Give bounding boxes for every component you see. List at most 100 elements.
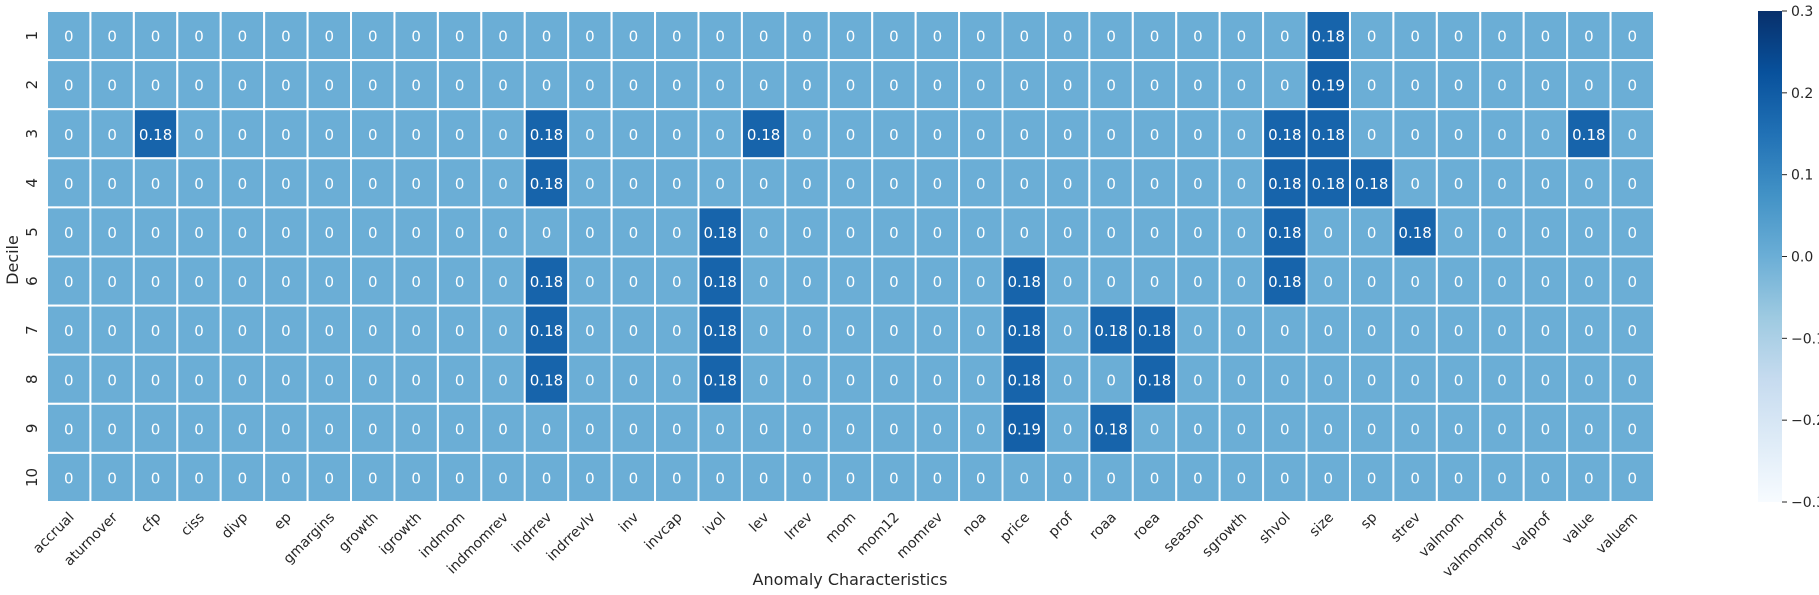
cell-value-label: 0 [411, 469, 421, 487]
cell-value-label: 0 [1106, 469, 1116, 487]
cell-value-label: 0 [846, 175, 856, 193]
cell-value-label: 0.18 [1268, 175, 1301, 193]
heatmap-cell [654, 157, 700, 209]
heatmap-cell [1392, 59, 1438, 111]
cell-value-label: 0 [1323, 273, 1333, 291]
cell-value-label: 0 [1497, 469, 1507, 487]
heatmap-cell [697, 157, 743, 209]
heatmap-cell [654, 108, 700, 160]
cell-value-label: 0 [1237, 469, 1247, 487]
heatmap-cell [523, 206, 570, 258]
cell-value-label: 0 [325, 371, 335, 389]
cell-value-label: 0 [1454, 126, 1464, 144]
cell-value-label: 0 [1367, 469, 1377, 487]
cell-value-label: 0.18 [703, 224, 736, 242]
cell-value-label: 0 [325, 77, 335, 95]
heatmap-cell [871, 10, 917, 62]
heatmap-cell [1044, 304, 1091, 356]
cell-value-label: 0.18 [1355, 175, 1388, 193]
heatmap-cell [740, 304, 787, 356]
cell-value-label: 0 [1280, 28, 1290, 46]
heatmap-cell [1609, 451, 1656, 503]
heatmap-cell [740, 157, 787, 209]
cell-value-label: 0 [1497, 420, 1507, 438]
cell-value-label: 0 [1237, 126, 1247, 144]
cell-value-label: 0 [1584, 469, 1594, 487]
heatmap-cell [1479, 108, 1525, 160]
cell-value-label: 0 [629, 371, 639, 389]
heatmap-cell [219, 451, 266, 503]
cell-value-label: 0 [498, 175, 508, 193]
heatmap-cell [436, 157, 483, 209]
heatmap-cell [1305, 402, 1351, 454]
heatmap-cell [523, 451, 570, 503]
cell-value-label: 0 [542, 77, 552, 95]
x-tick-label: roea [1130, 510, 1163, 543]
cell-value-label: 0 [542, 469, 552, 487]
cell-value-label: 0 [498, 126, 508, 144]
heatmap-cell [46, 353, 92, 405]
cell-value-label: 0 [846, 371, 856, 389]
cell-value-label: 0 [1628, 175, 1638, 193]
cell-value-label: 0 [1237, 77, 1247, 95]
cell-value-label: 0.18 [747, 126, 780, 144]
heatmap-cell [1218, 108, 1265, 160]
cell-value-label: 0 [368, 273, 378, 291]
cell-value-label: 0 [411, 420, 421, 438]
heatmap-cell [393, 59, 439, 111]
heatmap-cell [480, 255, 526, 307]
heatmap-cell [523, 402, 570, 454]
cell-value-label: 0 [1193, 322, 1203, 340]
cell-value-label: 0 [672, 371, 682, 389]
x-tick-label: noa [960, 510, 990, 540]
cell-value-label: 0 [1063, 469, 1073, 487]
cell-value-label: 0 [411, 224, 421, 242]
cell-value-label: 0 [107, 126, 117, 144]
cell-value-label: 0.18 [1572, 126, 1605, 144]
cell-value-label: 0 [1497, 273, 1507, 291]
heatmap-cell [46, 402, 92, 454]
cell-value-label: 0 [629, 224, 639, 242]
cell-value-label: 0 [629, 322, 639, 340]
cell-value-label: 0.18 [1094, 322, 1127, 340]
cell-value-label: 0 [1497, 224, 1507, 242]
cell-value-label: 0 [194, 273, 204, 291]
cell-value-label: 0 [1628, 77, 1638, 95]
cell-value-label: 0 [846, 28, 856, 46]
y-tick-label: 3 [23, 129, 41, 139]
heatmap-cell [350, 10, 396, 62]
cell-value-label: 0 [585, 175, 595, 193]
cell-value-label: 0.19 [1312, 77, 1345, 95]
heatmap-cell [827, 10, 874, 62]
heatmap-cell [219, 304, 266, 356]
cell-value-label: 0.18 [530, 371, 563, 389]
cell-value-label: 0 [1367, 77, 1377, 95]
heatmap-cell [1609, 157, 1656, 209]
cell-value-label: 0 [672, 175, 682, 193]
colorbar-tick-label: −0.2 [1791, 413, 1819, 429]
cell-value-label: 0 [1541, 420, 1551, 438]
cell-value-label: 0 [542, 420, 552, 438]
cell-value-label: 0 [672, 28, 682, 46]
heatmap-cell [610, 206, 657, 258]
heatmap-cell [784, 59, 830, 111]
cell-value-label: 0 [1584, 77, 1594, 95]
cell-value-label: 0 [1193, 77, 1203, 95]
cell-value-label: 0 [1541, 224, 1551, 242]
heatmap-cell [1305, 108, 1351, 160]
cell-value-label: 0 [672, 420, 682, 438]
cell-value-label: 0 [1063, 28, 1073, 46]
cell-value-label: 0 [238, 273, 248, 291]
heatmap-cell [871, 402, 917, 454]
cell-value-label: 0 [281, 371, 291, 389]
cell-value-label: 0 [1323, 420, 1333, 438]
heatmap-cell [306, 108, 353, 160]
heatmap-cell [1609, 255, 1656, 307]
heatmap-cell [132, 402, 179, 454]
cell-value-label: 0 [411, 273, 421, 291]
cell-value-label: 0 [1063, 77, 1073, 95]
cell-value-label: 0 [238, 322, 248, 340]
heatmap-cell [263, 255, 309, 307]
cell-value-label: 0 [498, 371, 508, 389]
heatmap-cell [523, 10, 570, 62]
